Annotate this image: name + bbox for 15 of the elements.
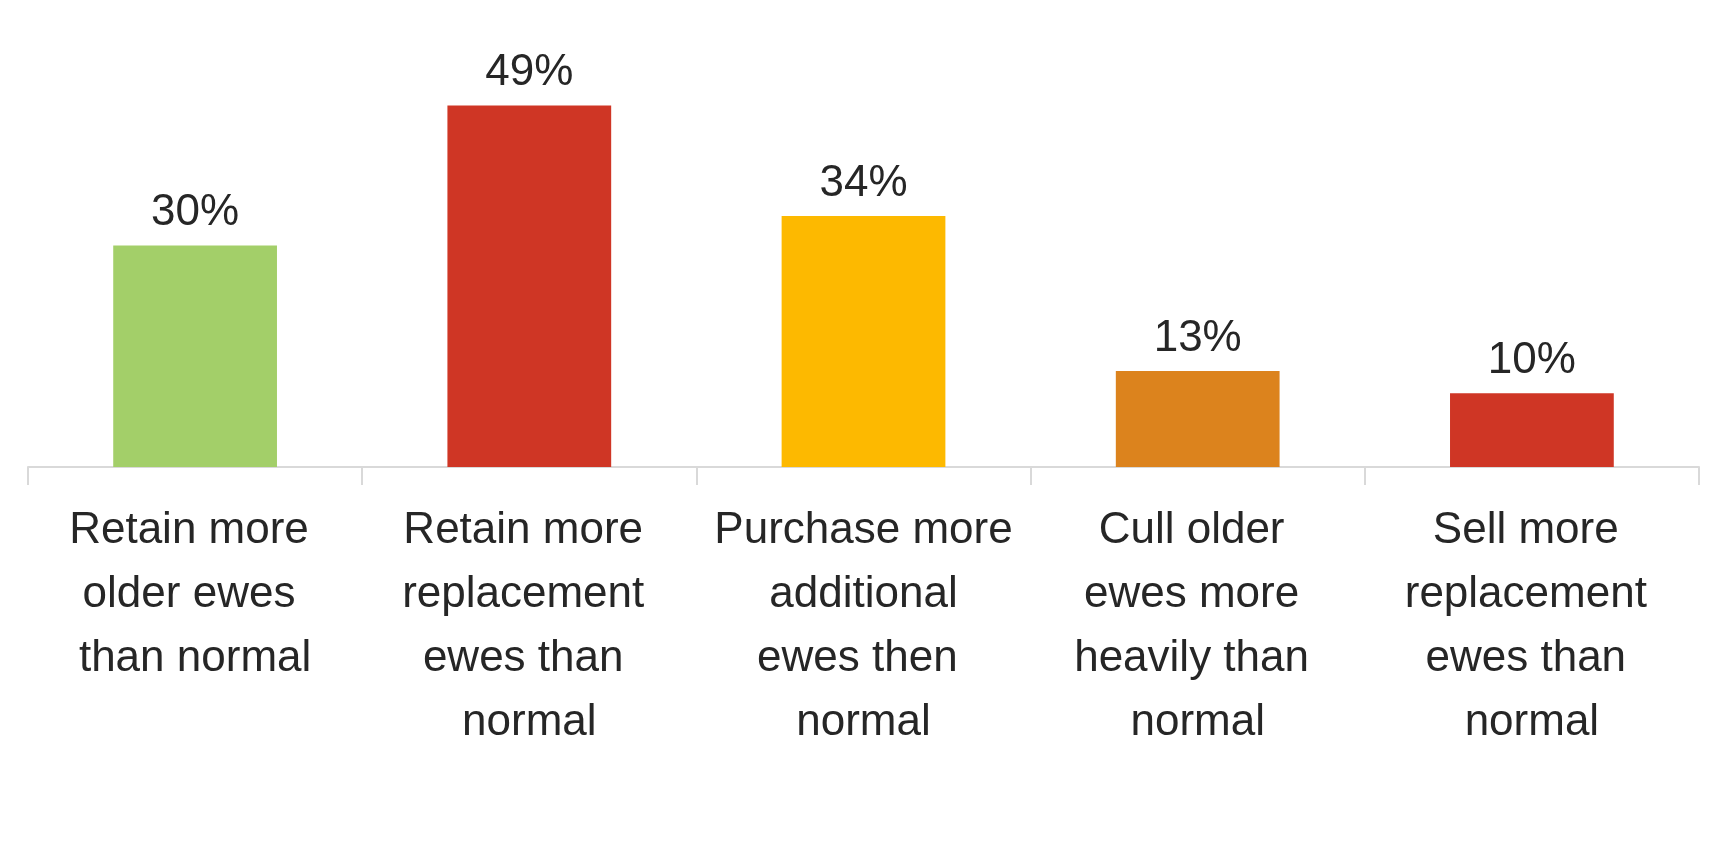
data-label: 30% — [151, 185, 240, 235]
x-tick-label: Retain more replacement ewes than normal — [402, 502, 657, 744]
bar — [447, 105, 612, 467]
bar — [1115, 371, 1280, 467]
bar — [113, 245, 277, 467]
data-label: 49% — [485, 44, 574, 94]
x-tick-label: Sell more replacement ewes than normal — [1404, 502, 1660, 744]
x-tick-label: Retain more older ewes than normal — [69, 502, 322, 680]
data-label: 13% — [1153, 310, 1242, 360]
bar — [781, 216, 946, 467]
data-label: 34% — [819, 155, 908, 205]
x-tick-label: Purchase more additional ewes then normal — [714, 502, 1013, 744]
data-label: 10% — [1487, 332, 1576, 382]
bar — [1450, 393, 1614, 467]
x-tick-label: Cull older ewes more heavily than normal — [1074, 502, 1322, 744]
